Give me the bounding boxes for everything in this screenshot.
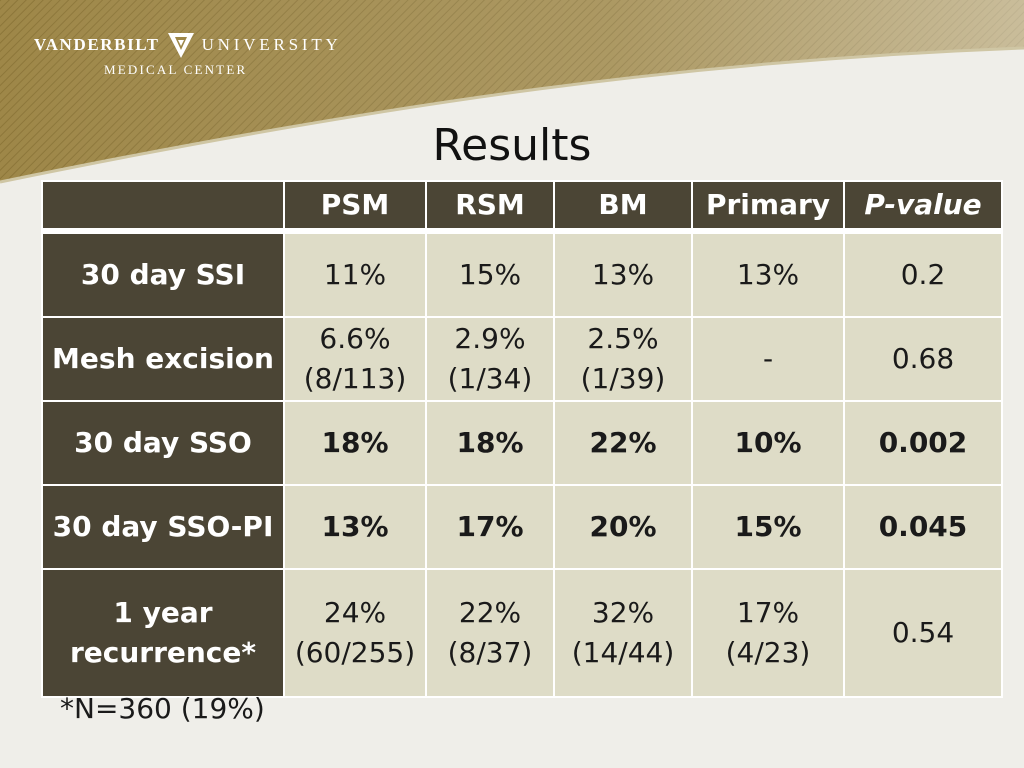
table-row-recurrence: 1 year recurrence* 24% (60/255) 22% (8/37)… [41,568,1003,698]
header-banner [0,0,1024,184]
header-psm: PSM [283,180,427,232]
cell-mesh-excision-psm: 6.6% (8/113) [283,316,427,402]
footnote: *N=360 (19%) [60,692,265,725]
cell-mesh-excision-primary: - [691,316,845,402]
cell-recurrence-psm: 24% (60/255) [283,568,427,698]
table-row-ssi: 30 day SSI 11% 15% 13% 13% 0.2 [41,228,1003,318]
row-label-mesh-excision: Mesh excision [41,316,285,402]
vanderbilt-logo: VANDERBILT UNIVERSITY MEDICAL CENTER [34,30,342,78]
cell-ssi-p-value: 0.2 [843,228,1003,318]
cell-mesh-excision-bm: 2.5% (1/39) [553,316,693,402]
cell-ssi-bm: 13% [553,228,693,318]
cell-recurrence-rsm: 22% (8/37) [425,568,555,698]
logo-text-university: UNIVERSITY [201,35,342,54]
cell-sso-p-value: 0.002 [843,400,1003,486]
logo-text-vanderbilt: VANDERBILT [34,35,160,54]
cell-sso-pi-psm: 13% [283,484,427,570]
header-p-value: P-value [843,180,1003,232]
cell-sso-psm: 18% [283,400,427,486]
table-row-mesh-excision: Mesh excision 6.6% (8/113) 2.9% (1/34) 2.5%… [41,316,1003,402]
row-label-ssi: 30 day SSI [41,228,285,318]
table-header-row: PSM RSM BM Primary P-value [41,180,1003,232]
row-label-sso-pi: 30 day SSO-PI [41,484,285,570]
row-label-sso: 30 day SSO [41,400,285,486]
header-primary: Primary [691,180,845,232]
header-bm: BM [553,180,693,232]
cell-sso-primary: 10% [691,400,845,486]
cell-sso-pi-rsm: 17% [425,484,555,570]
cell-sso-rsm: 18% [425,400,555,486]
cell-recurrence-p-value: 0.54 [843,568,1003,698]
cell-sso-pi-p-value: 0.045 [843,484,1003,570]
cell-mesh-excision-p-value: 0.68 [843,316,1003,402]
cell-sso-pi-primary: 15% [691,484,845,570]
slide-title: Results [432,120,592,171]
cell-sso-pi-bm: 20% [553,484,693,570]
logo-text-medical-center: MEDICAL CENTER [104,62,248,77]
row-label-recurrence: 1 year recurrence* [41,568,285,698]
cell-ssi-rsm: 15% [425,228,555,318]
cell-recurrence-primary: 17% (4/23) [691,568,845,698]
header-rsm: RSM [425,180,555,232]
table-row-sso: 30 day SSO 18% 18% 22% 10% 0.002 [41,400,1003,486]
table-row-sso-pi: 30 day SSO-PI 13% 17% 20% 15% 0.045 [41,484,1003,570]
cell-ssi-primary: 13% [691,228,845,318]
cell-ssi-psm: 11% [283,228,427,318]
cell-recurrence-bm: 32% (14/44) [553,568,693,698]
vanderbilt-v-shield-icon [167,33,194,58]
cell-mesh-excision-rsm: 2.9% (1/34) [425,316,555,402]
header-empty [41,180,285,232]
cell-sso-bm: 22% [553,400,693,486]
results-table: PSM RSM BM Primary P-value 30 day SSI 11%… [41,180,1003,698]
